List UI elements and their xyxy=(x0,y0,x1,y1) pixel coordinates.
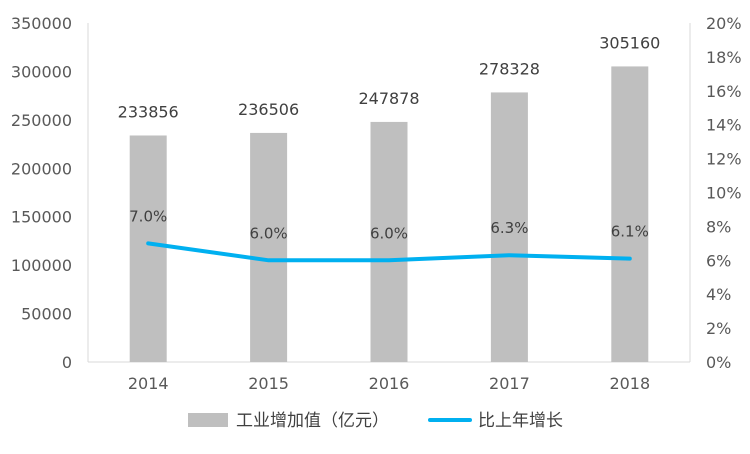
legend: 工业增加值（亿元） 比上年增长 xyxy=(188,411,563,431)
bar xyxy=(250,133,287,362)
bar-series xyxy=(130,66,649,362)
right-axis-tick-label: 4% xyxy=(706,285,731,304)
left-axis-tick-label: 100000 xyxy=(11,256,72,275)
line-data-label: 6.0% xyxy=(370,224,408,242)
right-axis-tick-label: 10% xyxy=(706,184,742,203)
left-axis-tick-label: 200000 xyxy=(11,159,72,178)
legend-bar-label: 工业增加值（亿元） xyxy=(236,411,389,431)
bar-data-label: 247878 xyxy=(358,89,419,108)
right-axis-tick-label: 20% xyxy=(706,14,742,33)
left-axis-tick-label: 250000 xyxy=(11,111,72,130)
bar-data-label: 305160 xyxy=(599,33,660,52)
x-axis-category-label: 2016 xyxy=(369,374,410,393)
right-axis-tick-label: 2% xyxy=(706,319,731,338)
line-data-label: 6.1% xyxy=(611,223,649,241)
left-axis-tick-label: 50000 xyxy=(21,305,72,324)
legend-line-label: 比上年增长 xyxy=(478,411,563,431)
legend-bar-swatch xyxy=(188,413,228,427)
line-data-label: 6.3% xyxy=(490,219,528,237)
left-axis-tick-label: 300000 xyxy=(11,62,72,81)
x-axis-category-label: 2015 xyxy=(248,374,289,393)
bar-data-label: 233856 xyxy=(118,102,179,121)
bar-data-labels: 233856 236506 247878 278328 305160 xyxy=(118,33,661,121)
left-axis-tick-label: 350000 xyxy=(11,14,72,33)
right-axis-tick-label: 0% xyxy=(706,353,731,372)
right-axis-tick-label: 6% xyxy=(706,251,731,270)
line-data-label: 6.0% xyxy=(250,224,288,242)
bar-data-label: 236506 xyxy=(238,100,299,119)
bar xyxy=(130,135,167,362)
right-axis-tick-label: 18% xyxy=(706,48,742,67)
x-axis-category-label: 2018 xyxy=(609,374,650,393)
left-axis-tick-label: 150000 xyxy=(11,208,72,227)
left-axis-tick-label: 0 xyxy=(62,353,72,372)
right-axis-tick-label: 14% xyxy=(706,116,742,135)
bar-data-label: 278328 xyxy=(479,59,540,78)
bar xyxy=(611,66,648,362)
x-axis-category-label: 2017 xyxy=(489,374,530,393)
x-axis-category-label: 2014 xyxy=(128,374,169,393)
line-data-label: 7.0% xyxy=(129,207,167,225)
right-axis-tick-label: 16% xyxy=(706,82,742,101)
right-axis-tick-label: 8% xyxy=(706,217,731,236)
right-axis-tick-label: 12% xyxy=(706,150,742,169)
